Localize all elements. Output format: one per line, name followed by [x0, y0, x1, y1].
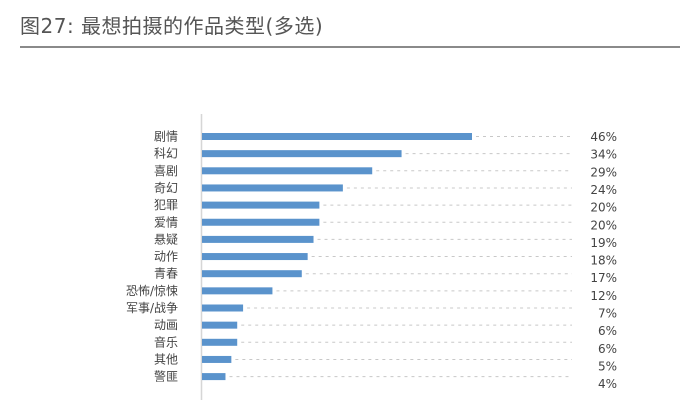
bar [202, 253, 308, 261]
value-label: 17% [590, 271, 617, 285]
category-label: 剧情 [154, 130, 178, 144]
value-label: 19% [590, 236, 617, 250]
category-label: 青春 [154, 267, 178, 281]
category-label: 恐怖/惊悚 [126, 283, 178, 298]
value-label: 4% [598, 377, 617, 391]
bar [202, 355, 232, 363]
value-label: 6% [598, 324, 617, 338]
category-label: 奇幻 [154, 181, 178, 195]
bar [202, 201, 320, 209]
value-label: 20% [590, 218, 617, 232]
bar [202, 184, 343, 192]
value-label: 18% [590, 254, 617, 268]
bar [202, 373, 226, 381]
category-label: 动画 [154, 318, 178, 332]
bar [202, 167, 373, 175]
category-label: 警匪 [154, 369, 178, 384]
value-label: 20% [590, 201, 617, 215]
bar [202, 133, 472, 140]
bar [202, 287, 273, 295]
category-label: 科幻 [154, 147, 178, 161]
value-label: 5% [598, 359, 617, 373]
bar [202, 270, 302, 278]
category-label: 音乐 [154, 334, 178, 349]
category-label: 犯罪 [154, 198, 178, 212]
bar [202, 150, 402, 158]
title-divider [20, 46, 680, 48]
value-label: 29% [590, 165, 617, 179]
bar [202, 321, 238, 329]
category-label: 喜剧 [154, 164, 178, 178]
bar [202, 218, 320, 226]
chart-title: 图27: 最想拍摄的作品类型(多选) [20, 14, 324, 38]
value-label: 6% [598, 342, 617, 356]
value-label: 24% [590, 183, 617, 197]
value-label: 7% [598, 307, 617, 321]
category-label: 军事/战争 [126, 301, 178, 315]
category-label: 悬疑 [154, 231, 178, 246]
category-label: 爱情 [154, 215, 178, 229]
bar [202, 235, 314, 243]
bar [202, 304, 244, 312]
value-label: 12% [590, 289, 617, 303]
value-label: 34% [590, 148, 617, 162]
bar [202, 338, 238, 346]
category-label: 其他 [154, 352, 178, 366]
category-label: 动作 [154, 250, 178, 264]
value-label: 46% [590, 130, 617, 144]
